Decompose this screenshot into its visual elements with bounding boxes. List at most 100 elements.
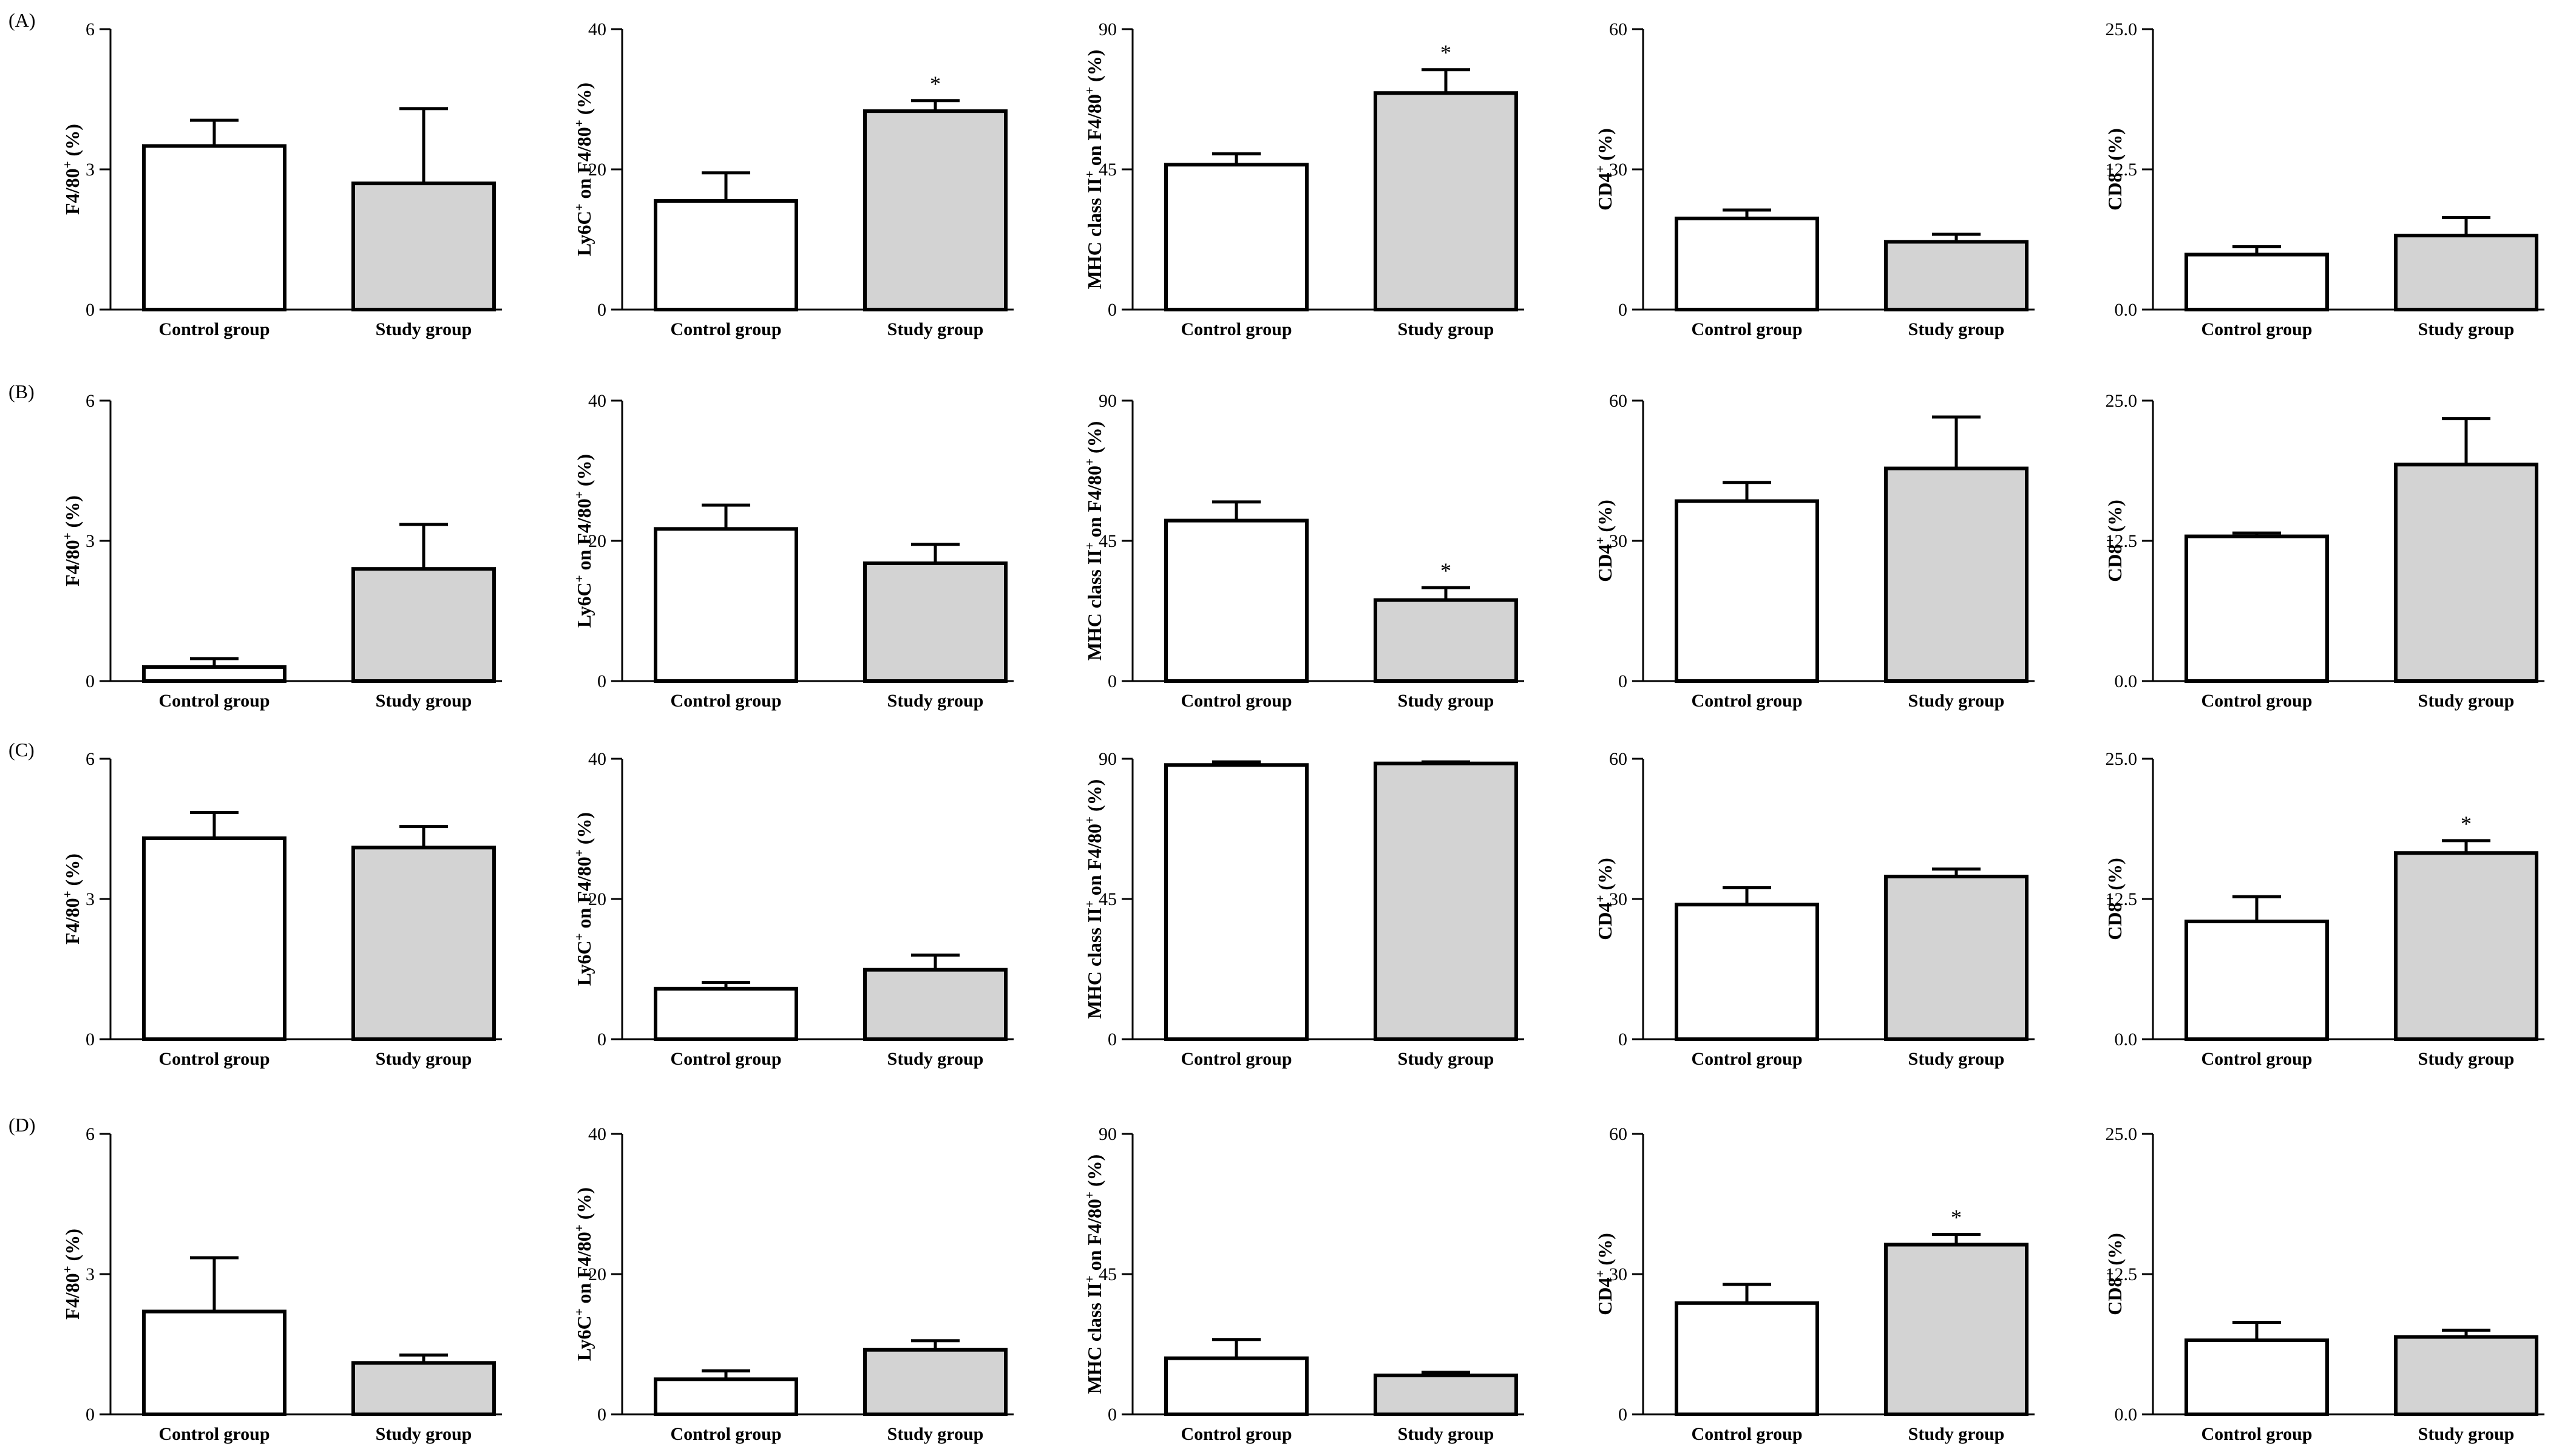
y-axis-label: Ly6C+ on F4/80+ (%) bbox=[572, 1187, 595, 1361]
significance-marker: * bbox=[1951, 1206, 1962, 1230]
y-axis-label-text: Ly6C bbox=[573, 582, 595, 628]
y-tick-label: 0 bbox=[1618, 1405, 1627, 1425]
bar-study bbox=[2394, 234, 2538, 312]
y-axis-label-superscript: + bbox=[572, 1308, 586, 1315]
significance-marker: * bbox=[1440, 558, 1451, 583]
x-category-label: Study group bbox=[2418, 1049, 2515, 1069]
panel-row-label: (B) bbox=[8, 381, 35, 402]
y-axis-label-text: Ly6C bbox=[573, 211, 595, 256]
x-category-label: Control group bbox=[1181, 1049, 1292, 1069]
bar-study bbox=[863, 109, 1008, 311]
y-tick-label: 90 bbox=[1099, 391, 1117, 411]
x-category-label: Control group bbox=[1691, 691, 1802, 711]
y-axis-label-text: (%) bbox=[1594, 128, 1616, 165]
y-axis-label-text: CD8 bbox=[2104, 1278, 2126, 1315]
chart-panel-f480: 0 3 6 F4/80+ (%) Control group Study group bbox=[60, 19, 502, 339]
y-axis-label-superscript: + bbox=[1082, 458, 1097, 466]
y-tick-label: 20 bbox=[588, 889, 606, 909]
y-axis-label: MHC class II+ on F4/80+ (%) bbox=[1082, 50, 1105, 290]
y-tick-label: 25.0 bbox=[2106, 19, 2138, 39]
y-axis-label-text: F4/80 bbox=[61, 1273, 83, 1319]
y-axis-label-superscript: + bbox=[2103, 895, 2117, 903]
y-axis-label-text: F4/80 bbox=[61, 898, 83, 944]
y-axis-label-superscript: + bbox=[2103, 1270, 2117, 1278]
y-tick-label: 30 bbox=[1609, 889, 1627, 909]
x-category-label: Study group bbox=[1398, 319, 1494, 339]
y-tick-label: 0.0 bbox=[2115, 1405, 2138, 1425]
panel-row-label: (A) bbox=[8, 9, 35, 31]
y-axis-label-text: (%) bbox=[2104, 858, 2126, 895]
panel-row-label: (D) bbox=[8, 1114, 35, 1136]
y-axis-label-superscript: + bbox=[1593, 895, 1607, 903]
y-tick-label: 0 bbox=[597, 1405, 606, 1425]
y-axis-label-text: (%) bbox=[2104, 500, 2126, 537]
bar-control bbox=[2185, 253, 2329, 311]
y-tick-label: 0 bbox=[86, 1405, 95, 1425]
bar-control bbox=[1675, 216, 1819, 311]
y-tick-label: 3 bbox=[86, 531, 95, 551]
x-category-label: Study group bbox=[2418, 319, 2515, 339]
x-category-label: Study group bbox=[1908, 691, 2005, 711]
bar-control bbox=[654, 1377, 798, 1416]
bar-control bbox=[1675, 903, 1819, 1041]
bar-study bbox=[863, 968, 1008, 1042]
chart-panel-cd8: 0.0 12.5 25.0 CD8+ (%) Control group Study gr… bbox=[2103, 19, 2544, 339]
y-axis-label-text: (%) bbox=[61, 1229, 83, 1266]
y-axis-label-superscript: + bbox=[60, 161, 75, 168]
x-category-label: Study group bbox=[376, 319, 472, 339]
bar-study bbox=[1884, 466, 2029, 683]
y-axis-label-superscript: + bbox=[572, 491, 586, 498]
chart-panel-f480: 0 3 6 F4/80+ (%) Control group Study group bbox=[60, 1124, 502, 1444]
y-tick-label: 12.5 bbox=[2106, 531, 2138, 551]
y-tick-label: 40 bbox=[588, 19, 606, 39]
chart-panel-cd8: 0.0 12.5 25.0 CD8+ (%) Control group Study gr… bbox=[2103, 1124, 2544, 1444]
y-axis-label-text: CD4 bbox=[1594, 173, 1616, 211]
bar-study bbox=[1374, 1373, 1518, 1416]
bar-control bbox=[142, 144, 286, 311]
y-axis-label: CD4+ (%) bbox=[1593, 858, 1616, 940]
y-axis-label-text: CD8 bbox=[2104, 544, 2126, 582]
y-tick-label: 3 bbox=[86, 889, 95, 909]
y-axis-label: CD8+ (%) bbox=[2103, 858, 2126, 940]
bar-control bbox=[1164, 763, 1309, 1042]
y-axis-label: MHC class II+ on F4/80+ (%) bbox=[1082, 779, 1105, 1019]
y-tick-label: 60 bbox=[1609, 1124, 1627, 1144]
y-tick-label: 60 bbox=[1609, 391, 1627, 411]
bar-study bbox=[351, 181, 496, 311]
y-axis-label-text: Ly6C bbox=[573, 1315, 595, 1361]
y-axis-label-superscript: + bbox=[1082, 816, 1097, 824]
y-axis-label-superscript: + bbox=[2103, 166, 2117, 173]
y-axis-label-text: (%) bbox=[2104, 1233, 2126, 1270]
y-axis-label-text: (%) bbox=[61, 124, 83, 161]
x-category-label: Control group bbox=[1691, 1424, 1802, 1444]
x-category-label: Control group bbox=[1691, 319, 1802, 339]
y-axis-label: CD4+ (%) bbox=[1593, 500, 1616, 582]
y-axis-label: CD8+ (%) bbox=[2103, 500, 2126, 582]
y-tick-label: 0 bbox=[86, 300, 95, 320]
y-tick-label: 6 bbox=[86, 1124, 95, 1144]
y-axis-label: CD4+ (%) bbox=[1593, 128, 1616, 211]
y-axis-label-text: CD4 bbox=[1594, 1278, 1616, 1315]
y-axis-label-text: (%) bbox=[1594, 1233, 1616, 1270]
y-axis-label-superscript: + bbox=[572, 575, 586, 582]
y-axis-label-text: (%) bbox=[2104, 128, 2126, 165]
y-axis-label-text: (%) bbox=[1083, 1155, 1105, 1192]
y-axis-label-text: (%) bbox=[573, 454, 595, 491]
y-axis-label-text: (%) bbox=[1083, 421, 1105, 458]
bar-study bbox=[351, 846, 496, 1042]
bar-control bbox=[1164, 163, 1309, 311]
bar-study bbox=[1884, 240, 2029, 312]
bar-control bbox=[1164, 518, 1309, 683]
x-category-label: Study group bbox=[887, 1049, 984, 1069]
y-tick-label: 40 bbox=[588, 1124, 606, 1144]
y-axis-label-superscript: + bbox=[1593, 166, 1607, 173]
chart-panel-cd4: 0 30 60 CD4+ (%) Control group Study group * bbox=[1593, 1124, 2035, 1444]
y-tick-label: 0 bbox=[1108, 300, 1117, 320]
y-axis-label-text: on F4/80 bbox=[573, 856, 595, 933]
significance-marker: * bbox=[1440, 41, 1451, 65]
x-category-label: Control group bbox=[2201, 1424, 2312, 1444]
bar-control bbox=[142, 665, 286, 683]
y-axis-label-superscript: + bbox=[572, 120, 586, 127]
